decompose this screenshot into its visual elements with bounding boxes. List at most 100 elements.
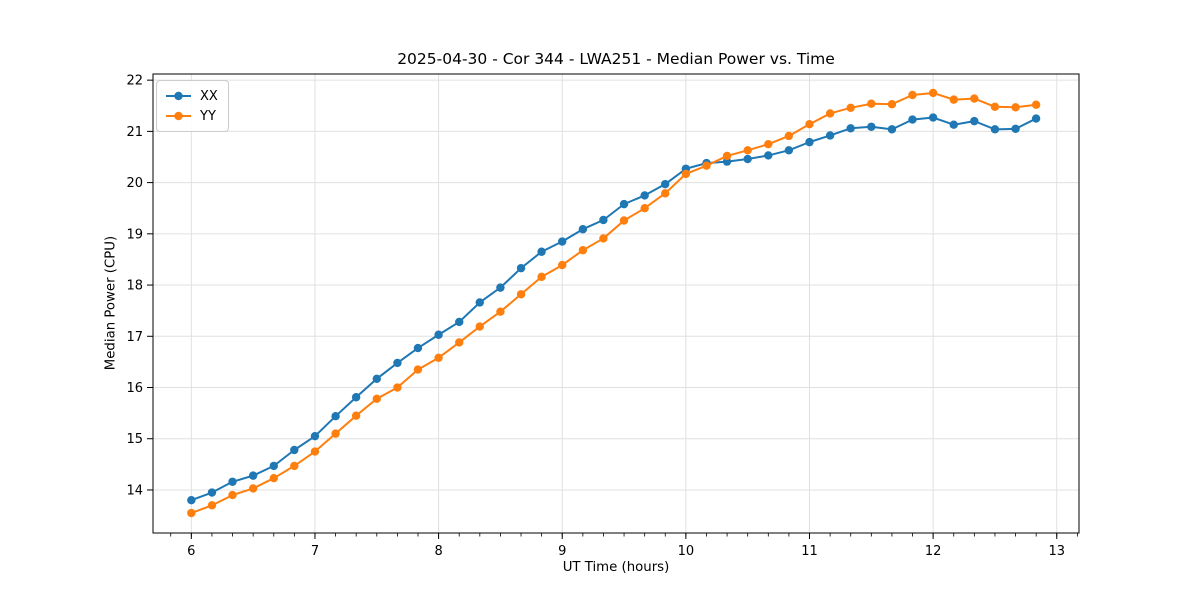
- data-point-xx: [619, 199, 629, 209]
- data-point-yy: [1011, 103, 1020, 112]
- data-point-xx: [434, 330, 443, 339]
- data-point-xx: [599, 215, 608, 225]
- data-point-xx: [743, 154, 752, 164]
- x-tick-label: 8: [434, 544, 442, 559]
- data-point-xx: [413, 343, 423, 353]
- data-point-xx: [908, 115, 917, 124]
- data-point-yy: [413, 365, 423, 374]
- x-axis-label: UT Time (hours): [562, 560, 670, 575]
- data-point-xx: [269, 461, 278, 471]
- data-point-xx: [455, 317, 464, 327]
- data-point-yy: [949, 95, 958, 104]
- data-point-xx: [351, 393, 361, 402]
- data-point-xx: [537, 247, 546, 256]
- x-tick-label: 7: [311, 544, 319, 559]
- data-point-yy: [1031, 100, 1041, 109]
- data-point-yy: [928, 88, 938, 98]
- x-tick-label: 10: [678, 544, 695, 559]
- data-point-yy: [331, 429, 340, 438]
- data-point-yy: [784, 131, 794, 141]
- data-point-yy: [990, 102, 1000, 111]
- y-tick-label: 21: [126, 125, 143, 140]
- data-point-yy: [269, 473, 278, 483]
- data-point-xx: [784, 146, 794, 155]
- data-point-yy: [743, 146, 752, 155]
- data-point-yy: [393, 383, 402, 392]
- data-point-xx: [496, 283, 505, 292]
- data-point-xx: [475, 298, 484, 307]
- data-point-yy: [310, 447, 320, 456]
- series-line-xx: [190, 116, 1037, 502]
- data-point-xx: [928, 113, 938, 122]
- data-point-yy: [722, 151, 732, 161]
- data-point-xx: [970, 116, 979, 126]
- data-point-xx: [578, 225, 588, 234]
- data-point-xx: [990, 125, 1000, 134]
- legend-label-xx: XX: [200, 88, 218, 104]
- y-tick-label: 16: [126, 381, 143, 396]
- data-point-yy: [599, 234, 608, 243]
- data-point-xx: [805, 137, 814, 147]
- plot-frame: [152, 73, 1080, 534]
- y-tick-label: 20: [126, 176, 143, 191]
- data-point-yy: [661, 189, 670, 198]
- data-point-xx: [516, 263, 526, 273]
- data-point-yy: [475, 322, 484, 331]
- x-tick-label: 13: [1048, 544, 1065, 559]
- data-point-yy: [372, 394, 381, 403]
- data-point-xx: [207, 488, 217, 497]
- data-point-xx: [949, 120, 958, 129]
- y-tick-label: 18: [126, 279, 143, 294]
- y-tick-label: 17: [126, 330, 143, 345]
- data-point-yy: [455, 338, 464, 347]
- x-tick-label: 12: [925, 544, 942, 559]
- data-point-yy: [825, 109, 835, 118]
- legend: XX YY: [156, 80, 229, 132]
- data-point-xx: [640, 191, 649, 200]
- data-point-xx: [867, 122, 876, 131]
- data-point-yy: [537, 272, 546, 282]
- data-point-yy: [228, 490, 237, 500]
- y-tick-label: 19: [126, 227, 143, 242]
- x-tick-label: 9: [558, 544, 566, 559]
- data-point-yy: [970, 94, 979, 103]
- data-point-xx: [290, 445, 299, 455]
- legend-item-xx: XX: [165, 86, 218, 106]
- y-tick-label: 15: [126, 432, 143, 447]
- x-tick-label: 11: [801, 544, 818, 559]
- chart-title: 2025-04-30 - Cor 344 - LWA251 - Median P…: [397, 50, 835, 68]
- data-point-xx: [187, 496, 196, 505]
- data-point-yy: [578, 246, 588, 255]
- data-point-xx: [764, 151, 773, 160]
- y-tick-label: 22: [126, 74, 143, 89]
- data-point-yy: [640, 204, 649, 213]
- data-point-xx: [310, 431, 320, 441]
- y-axis-label: Median Power (CPU): [103, 235, 119, 371]
- legend-item-yy: YY: [165, 106, 218, 126]
- data-point-yy: [434, 353, 443, 363]
- legend-label-yy: YY: [200, 108, 216, 124]
- legend-line-marker-icon: [166, 111, 191, 121]
- y-tick-label: 14: [126, 483, 143, 498]
- data-point-yy: [764, 139, 773, 149]
- data-point-yy: [558, 260, 567, 270]
- data-point-yy: [887, 100, 897, 109]
- data-point-yy: [681, 169, 691, 179]
- data-point-xx: [1011, 124, 1020, 134]
- data-point-xx: [558, 237, 567, 246]
- data-point-xx: [825, 131, 835, 140]
- data-point-xx: [393, 358, 402, 368]
- data-point-yy: [846, 103, 855, 113]
- data-point-yy: [290, 461, 299, 471]
- data-point-yy: [619, 216, 629, 225]
- data-point-yy: [867, 99, 876, 108]
- data-point-yy: [805, 120, 814, 129]
- data-point-xx: [228, 477, 237, 486]
- data-point-yy: [908, 90, 917, 100]
- data-point-yy: [496, 307, 505, 316]
- data-point-xx: [1031, 114, 1041, 123]
- data-point-yy: [516, 290, 526, 299]
- data-point-yy: [187, 508, 196, 518]
